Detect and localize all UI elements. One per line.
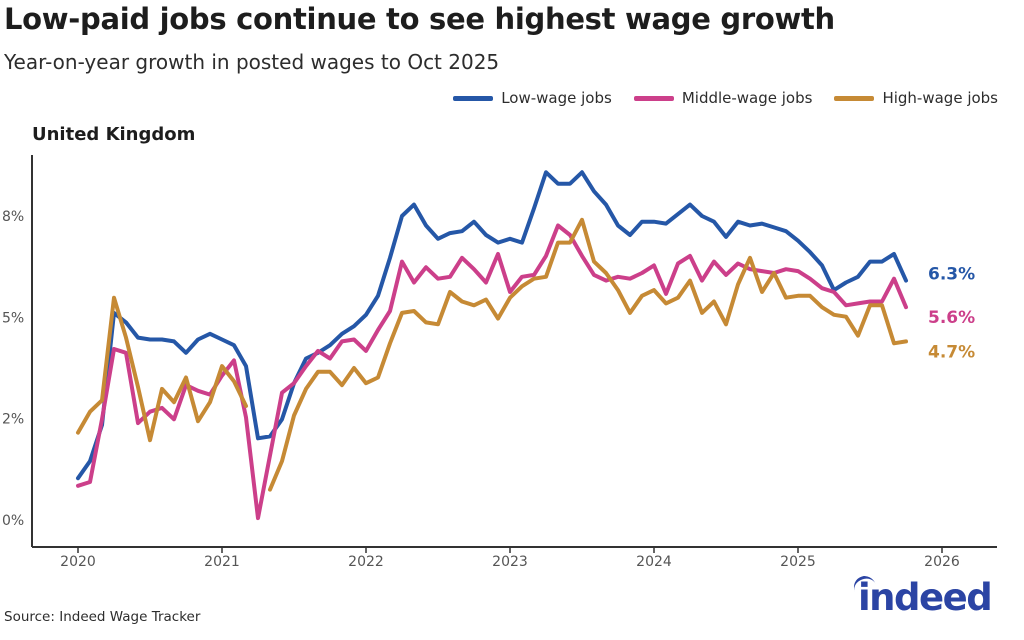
legend-label-middle: Middle-wage jobs — [681, 89, 813, 107]
legend-item-low: Low-wage jobs — [453, 89, 612, 107]
end-value-label: 4.7% — [928, 342, 975, 362]
series-line-2 — [76, 217, 908, 492]
y-tick-label: 2% — [2, 412, 24, 428]
chart-title: Low-paid jobs continue to see highest wa… — [4, 2, 835, 36]
series-line-0 — [76, 170, 908, 481]
legend: Low-wage jobs Middle-wage jobs High-wage… — [453, 89, 998, 107]
indeed-logo: indeed — [858, 576, 993, 619]
x-tick-label: 2022 — [348, 554, 384, 570]
series-line-1 — [76, 223, 908, 521]
x-tick-label: 2025 — [780, 554, 816, 570]
end-value-label: 6.3% — [928, 265, 975, 285]
legend-swatch-low — [453, 95, 494, 101]
source-note: Source: Indeed Wage Tracker — [4, 609, 201, 625]
legend-item-middle: Middle-wage jobs — [633, 89, 813, 107]
legend-label-low: Low-wage jobs — [501, 89, 612, 107]
legend-label-high: High-wage jobs — [882, 89, 998, 107]
x-tick-label: 2026 — [924, 554, 960, 570]
chart-subtitle: Year-on-year growth in posted wages to O… — [4, 50, 500, 74]
end-value-label: 5.6% — [928, 308, 975, 328]
legend-swatch-middle — [633, 95, 674, 101]
legend-swatch-high — [834, 95, 875, 101]
x-tick-label: 2023 — [492, 554, 528, 570]
region-label: United Kingdom — [32, 124, 196, 145]
x-tick-label: 2024 — [636, 554, 672, 570]
x-tick-label: 2020 — [60, 554, 96, 570]
legend-item-high: High-wage jobs — [834, 89, 998, 107]
y-tick-label: 0% — [2, 513, 24, 529]
y-tick-label: 8% — [2, 209, 24, 225]
x-tick-label: 2021 — [204, 554, 240, 570]
y-tick-label: 5% — [2, 310, 24, 326]
